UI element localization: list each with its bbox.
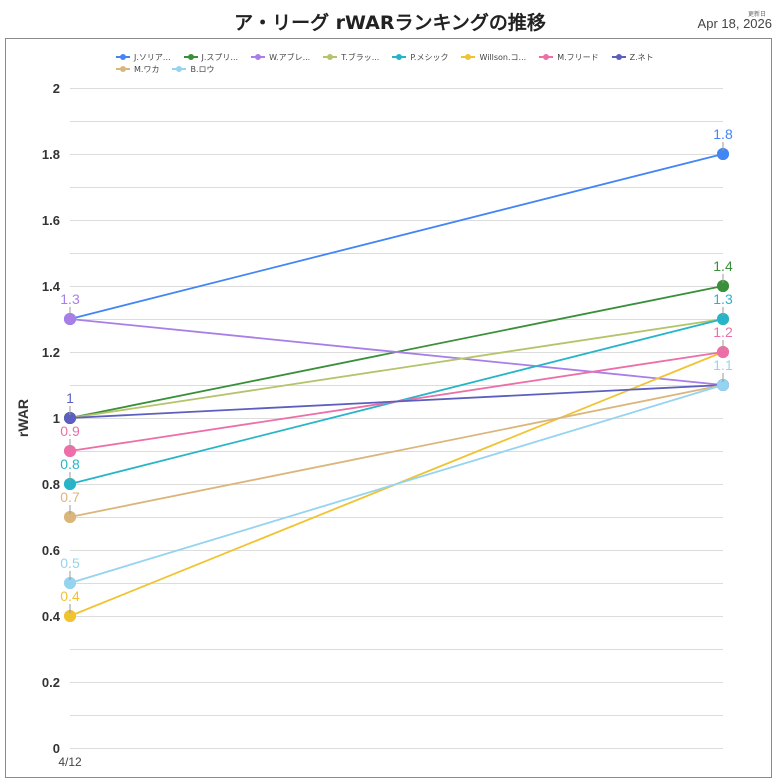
y-tick-label: 1 [53, 411, 60, 426]
legend-label: J.スプリ... [201, 52, 239, 62]
data-label: 0.7 [60, 489, 80, 505]
chart-frame [5, 38, 772, 778]
legend-swatch-icon [461, 54, 476, 60]
series-line [69, 384, 724, 584]
y-tick-label: 0.6 [42, 543, 60, 558]
data-point [64, 577, 76, 589]
legend-item[interactable]: J.ソリア... [116, 51, 171, 63]
data-point [717, 313, 729, 325]
data-label: 1.3 [60, 291, 80, 307]
data-point [717, 379, 729, 391]
updated-date: Apr 18, 2026 [697, 16, 772, 31]
data-label: 0.9 [60, 423, 80, 439]
series-line [69, 153, 724, 320]
data-label: 1 [66, 390, 74, 406]
legend-item[interactable]: J.スプリ... [183, 51, 239, 63]
data-point [64, 313, 76, 325]
legend-label: T.ブラッ... [341, 52, 380, 62]
legend-item[interactable]: Z.ネト [611, 51, 654, 63]
data-label: 1.2 [713, 324, 733, 340]
data-point [717, 346, 729, 358]
data-point [64, 445, 76, 457]
data-label: 1.4 [713, 258, 733, 274]
y-tick-label: 1.4 [42, 279, 61, 294]
data-point [64, 511, 76, 523]
legend-swatch-icon [116, 66, 130, 72]
data-label: 1.8 [713, 126, 733, 142]
series-line [69, 384, 724, 419]
legend-label: B.ロウ [190, 64, 215, 74]
data-label: 1.3 [713, 291, 733, 307]
data-point [64, 478, 76, 490]
legend-label: M.フリード [557, 52, 599, 62]
data-point [717, 148, 729, 160]
legend-swatch-icon [172, 66, 187, 72]
chart-title: ア・リーグ rWARランキングの推移 [234, 12, 546, 34]
legend-item[interactable]: M.ワカ [116, 63, 159, 75]
legend-item[interactable]: T.ブラッ... [323, 51, 379, 63]
legend-swatch-icon [392, 54, 407, 60]
legend-item[interactable]: B.ロウ [172, 63, 214, 75]
data-label: 0.5 [60, 555, 80, 571]
y-tick-label: 2 [53, 81, 60, 96]
legend-label: Z.ネト [629, 52, 654, 62]
y-axis-label: rWAR [15, 399, 31, 437]
y-tick-label: 0.8 [42, 477, 60, 492]
legend-swatch-icon [183, 54, 198, 60]
updated-label: 更新日 [747, 11, 766, 18]
chart-legend: J.ソリア... J.スプリ... W.アブレ... T.ブラッ... P.メシック Wi… [116, 51, 716, 75]
data-label: 0.4 [60, 588, 80, 604]
y-tick-label: 0 [53, 741, 60, 756]
legend-label: Willson.コ... [479, 52, 527, 62]
legend-label: W.アブレ... [269, 52, 311, 62]
legend-item[interactable]: Willson.コ... [461, 51, 526, 63]
y-tick-label: 0.4 [42, 609, 61, 624]
legend-swatch-icon [539, 54, 554, 60]
data-label: 1.1 [713, 357, 733, 373]
data-point [64, 412, 76, 424]
legend-swatch-icon [323, 54, 338, 60]
data-point [64, 610, 76, 622]
legend-label: P.メシック [410, 52, 449, 62]
data-point [717, 280, 729, 292]
legend-item[interactable]: M.フリード [539, 51, 599, 63]
series-line [69, 318, 724, 386]
legend-item[interactable]: P.メシック [392, 51, 448, 63]
legend-item[interactable]: W.アブレ... [251, 51, 310, 63]
y-tick-label: 0.2 [42, 675, 60, 690]
legend-swatch-icon [116, 54, 130, 60]
series-line [69, 384, 724, 518]
y-tick-label: 1.6 [42, 213, 60, 228]
legend-swatch-icon [611, 54, 626, 60]
legend-label: M.ワカ [134, 64, 160, 74]
legend-swatch-icon [251, 54, 266, 60]
x-tick-label: 4/12 [58, 755, 82, 769]
y-tick-label: 1.8 [42, 147, 60, 162]
legend-label: J.ソリア... [134, 52, 171, 62]
series-line [69, 318, 724, 419]
data-label: 0.8 [60, 456, 80, 472]
y-tick-label: 1.2 [42, 345, 60, 360]
